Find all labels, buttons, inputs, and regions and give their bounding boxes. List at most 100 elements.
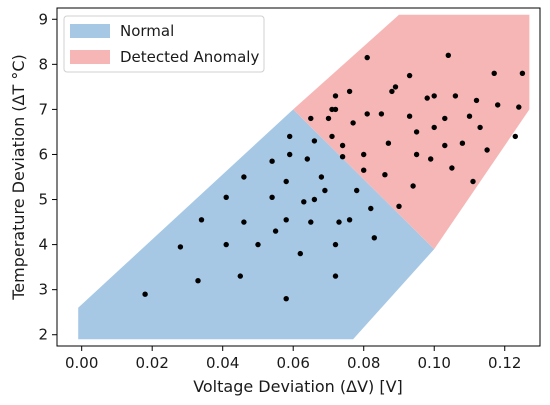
data-point <box>297 250 303 257</box>
x-tick-label: 0.00 <box>65 354 98 372</box>
data-point <box>336 219 342 225</box>
y-tick-label: 7 <box>38 100 48 118</box>
data-point <box>413 151 420 158</box>
data-point <box>325 115 332 122</box>
data-point <box>424 95 430 101</box>
data-point <box>237 273 243 279</box>
data-point <box>195 278 201 284</box>
x-tick-label: 0.10 <box>418 354 451 372</box>
data-point <box>329 133 335 140</box>
data-point <box>431 124 437 131</box>
data-point <box>269 158 275 164</box>
data-point <box>445 52 451 58</box>
data-point <box>442 115 448 122</box>
data-point <box>459 140 466 146</box>
y-tick-label: 5 <box>38 191 48 209</box>
data-point <box>339 142 346 149</box>
data-point <box>442 142 448 149</box>
data-point <box>241 174 247 180</box>
data-point <box>470 178 476 185</box>
data-point <box>378 111 385 117</box>
plot-area-frame <box>56 7 541 347</box>
data-point <box>283 296 289 302</box>
legend-label-detected-anomaly: Detected Anomaly <box>120 48 259 66</box>
data-point <box>269 194 275 200</box>
data-point <box>198 217 205 223</box>
data-point <box>406 72 413 79</box>
data-point <box>223 194 229 200</box>
data-point <box>255 241 261 248</box>
data-point <box>332 241 339 248</box>
region-detected-anomaly <box>293 14 530 250</box>
region-normal <box>78 109 435 340</box>
data-point <box>389 88 395 95</box>
data-point <box>516 104 522 110</box>
data-point <box>272 228 279 234</box>
x-axis-ticks: 0.00 0.02 0.04 0.06 0.08 0.10 0.12 <box>65 346 521 372</box>
data-point <box>287 133 293 140</box>
data-point <box>519 70 526 77</box>
data-point <box>491 70 497 77</box>
data-point <box>318 174 325 180</box>
data-point <box>350 120 356 126</box>
x-tick-label: 0.02 <box>135 354 168 372</box>
y-tick-label: 4 <box>38 236 48 254</box>
data-point <box>177 244 184 250</box>
region-layer <box>78 14 530 340</box>
data-point <box>283 217 289 223</box>
data-point <box>512 133 518 140</box>
legend: Normal Detected Anomaly <box>63 15 265 73</box>
data-point <box>311 138 318 144</box>
y-tick-label: 2 <box>38 326 48 344</box>
data-point <box>308 219 314 225</box>
data-point <box>452 93 459 99</box>
data-point <box>332 106 339 113</box>
data-point <box>385 140 392 146</box>
y-tick-label: 9 <box>38 10 48 28</box>
data-point <box>410 183 416 189</box>
data-point <box>406 113 413 119</box>
data-points-layer <box>142 52 526 302</box>
data-point <box>308 115 314 122</box>
x-tick-label: 0.06 <box>277 354 310 372</box>
x-tick-label: 0.04 <box>206 354 239 372</box>
data-point <box>466 113 473 119</box>
data-point <box>392 84 399 90</box>
data-point <box>346 88 353 95</box>
data-point <box>449 165 455 171</box>
data-point <box>364 54 370 61</box>
y-tick-label: 8 <box>38 55 48 73</box>
x-axis-label: Voltage Deviation (ΔV) [V] <box>193 377 403 396</box>
data-point <box>484 147 490 153</box>
data-point <box>332 93 339 99</box>
data-point <box>332 273 339 279</box>
y-tick-label: 3 <box>38 281 48 299</box>
data-point <box>361 167 367 173</box>
data-point <box>371 235 377 241</box>
data-point <box>311 196 318 203</box>
data-point <box>346 217 353 223</box>
data-point <box>241 219 247 225</box>
legend-box <box>63 15 265 73</box>
data-point <box>364 111 370 117</box>
data-point <box>495 102 501 108</box>
x-tick-label: 0.08 <box>347 354 380 372</box>
data-point <box>283 178 289 185</box>
data-point <box>301 199 307 205</box>
data-point <box>428 156 434 162</box>
data-point <box>361 151 367 158</box>
data-point <box>287 151 293 158</box>
data-point <box>431 93 437 99</box>
x-tick-label: 0.12 <box>488 354 521 372</box>
data-point <box>413 129 420 135</box>
legend-swatch-normal <box>70 24 110 38</box>
data-point <box>223 241 229 248</box>
y-axis-label: Temperature Deviation (ΔT °C) <box>9 54 28 301</box>
y-axis-ticks: 2 3 4 5 6 7 8 9 <box>38 10 57 344</box>
data-point <box>396 203 402 209</box>
data-point <box>382 172 388 178</box>
y-tick-label: 6 <box>38 145 48 163</box>
legend-swatch-detected-anomaly <box>70 50 110 64</box>
data-point <box>477 124 483 131</box>
